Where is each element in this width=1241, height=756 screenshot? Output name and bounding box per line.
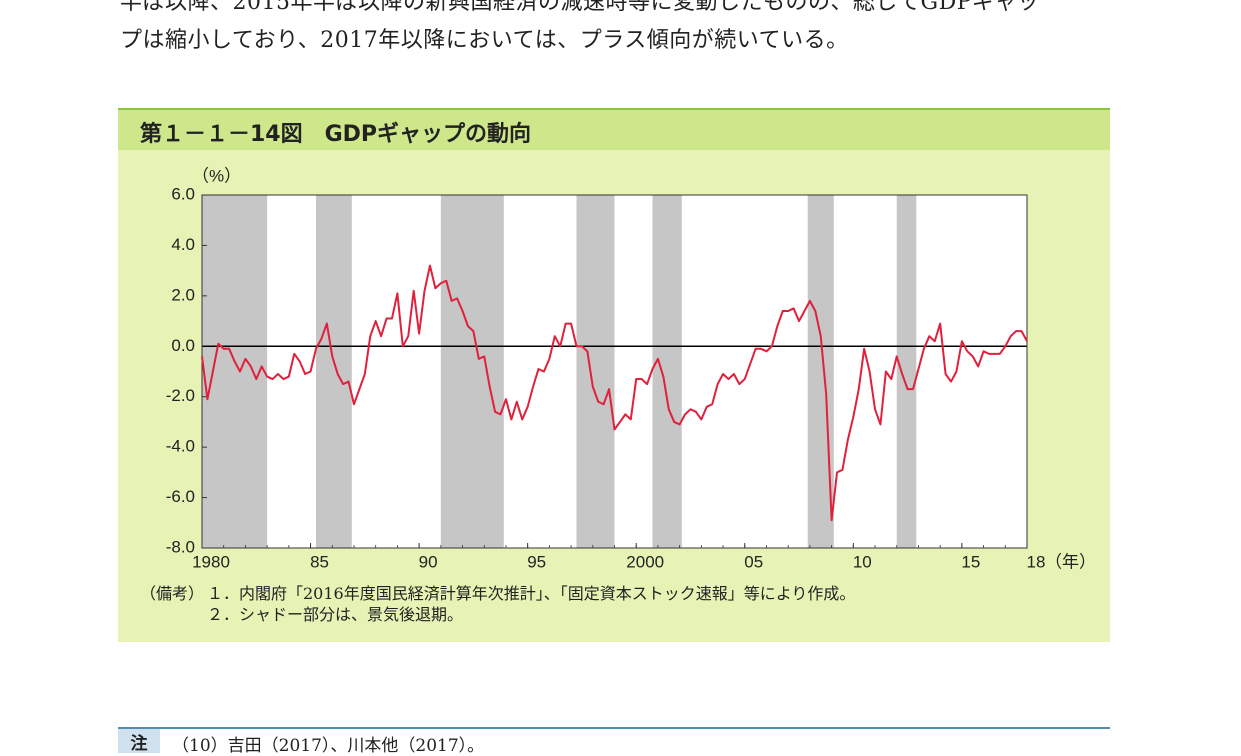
gdp-gap-line (201, 264, 1028, 522)
x-tick-label: 10 (853, 552, 872, 571)
y-unit: （%） (192, 166, 241, 185)
y-tick-label: 2.0 (171, 285, 195, 304)
footnote-text: （10）吉田（2017）、川本他（2017）。 (172, 736, 485, 756)
note-item: １．内閣府「2016年度国民経済計算年次推計」、「固定資本ストック速報」等により… (207, 584, 856, 603)
y-tick-label: 0.0 (171, 336, 195, 355)
figure-title: 第１－１－14図 GDPギャップの動向 (140, 122, 532, 147)
recession-shade (440, 195, 504, 548)
x-tick-label: 90 (419, 552, 438, 571)
body-text: プは縮小しており、2017年以降においては、プラス傾向が続いている。 (120, 28, 849, 53)
x-tick-label: 1980 (192, 552, 230, 571)
recession-shade (315, 195, 352, 548)
notes-label: （備考） (140, 584, 205, 603)
recession-shade (896, 195, 917, 548)
y-tick-label: 6.0 (171, 184, 195, 203)
footnote-label: 注 (118, 729, 160, 754)
y-tick-label: -6.0 (166, 487, 195, 506)
x-unit: （年） (1045, 552, 1096, 571)
plot-frame (201, 194, 1028, 549)
x-tick-label: 85 (310, 552, 329, 571)
x-tick-label: 18 (1027, 552, 1046, 571)
recession-shade (202, 195, 268, 548)
figure-header: 第１－１－14図 GDPギャップの動向 (118, 110, 1110, 150)
x-tick-label: 95 (527, 552, 546, 571)
recession-shade (576, 195, 615, 548)
x-tick-label: 2000 (626, 552, 664, 571)
x-tick-label: 05 (744, 552, 763, 571)
y-tick-label: -2.0 (166, 386, 195, 405)
y-tick-label: -4.0 (166, 437, 195, 456)
x-tick-label: 15 (961, 552, 980, 571)
y-tick-label: 4.0 (171, 235, 195, 254)
note-item: ２．シャドー部分は、景気後退期。 (207, 605, 464, 624)
y-tick-label: -8.0 (166, 537, 195, 556)
body-text: 半ば以降、2015年半ば以降の新興国経済の減速時等に変動したものの、総じてGDP… (120, 0, 1040, 15)
footnote-rule (118, 727, 1110, 729)
recession-shade (652, 195, 682, 548)
